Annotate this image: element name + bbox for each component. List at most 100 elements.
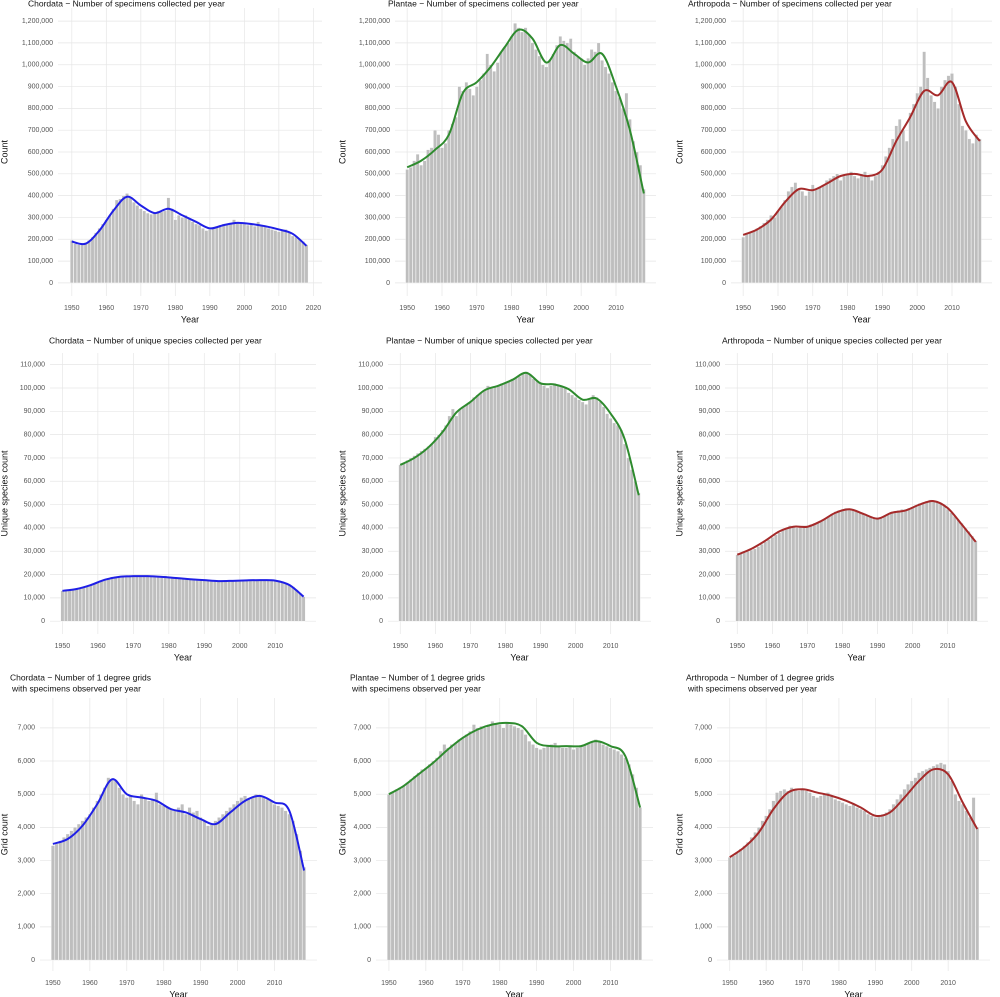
x-tick-label: 1980 xyxy=(161,643,177,650)
bar xyxy=(815,797,819,961)
bar xyxy=(405,782,410,961)
y-tick-label: 400,000 xyxy=(28,192,53,199)
bar xyxy=(283,810,288,961)
bar xyxy=(915,92,919,284)
bar xyxy=(872,518,876,622)
bar xyxy=(589,49,594,284)
bar xyxy=(507,380,511,622)
bar xyxy=(597,740,602,961)
bar xyxy=(777,532,782,622)
y-tick-label: 700,000 xyxy=(28,127,53,134)
bar xyxy=(741,236,745,284)
bar xyxy=(631,140,636,284)
bar xyxy=(605,413,609,622)
x-tick-label: 2010 xyxy=(940,980,956,987)
bar xyxy=(590,740,594,961)
bar xyxy=(956,519,960,622)
bar xyxy=(67,589,72,622)
bar xyxy=(802,525,806,622)
panel: Chordata − Number of specimens collected… xyxy=(0,0,322,324)
y-tick-label: 70,000 xyxy=(362,455,384,462)
bar xyxy=(960,803,965,961)
y-tick-label: 1,200,000 xyxy=(22,18,53,25)
bar xyxy=(542,747,546,961)
bar xyxy=(727,857,732,961)
bar xyxy=(176,807,181,961)
bar xyxy=(216,580,221,622)
bar xyxy=(560,747,565,961)
bar xyxy=(884,812,889,961)
bar xyxy=(833,799,838,961)
bar xyxy=(549,385,553,622)
bar xyxy=(638,164,643,284)
x-tick-label: 1980 xyxy=(498,643,514,650)
bar xyxy=(797,188,801,284)
bar xyxy=(835,173,839,284)
bar xyxy=(811,795,816,961)
bar xyxy=(494,722,498,961)
bar xyxy=(573,397,578,622)
bar xyxy=(829,795,834,961)
bar xyxy=(942,505,946,622)
bar xyxy=(499,51,503,284)
bar xyxy=(626,457,630,622)
bar xyxy=(206,825,210,961)
bar xyxy=(420,769,425,961)
bar xyxy=(135,575,139,622)
panel: Arthropoda − Number of specimens collect… xyxy=(674,0,992,324)
bar xyxy=(486,724,491,961)
y-tick-label: 40,000 xyxy=(24,525,46,532)
bar xyxy=(149,214,153,284)
bar xyxy=(604,745,609,961)
smooth-line xyxy=(388,721,642,808)
bar xyxy=(405,460,410,622)
bar xyxy=(975,827,980,961)
bar xyxy=(76,244,81,284)
bar xyxy=(746,551,750,622)
bar xyxy=(891,138,895,284)
bar xyxy=(586,58,590,284)
bar xyxy=(97,228,102,284)
bar xyxy=(917,772,921,961)
bar xyxy=(527,34,531,284)
x-tick-label: 1950 xyxy=(45,980,61,987)
bar xyxy=(88,813,92,961)
bar xyxy=(598,401,602,622)
bar xyxy=(204,230,209,284)
bar xyxy=(861,513,866,622)
bar xyxy=(154,792,159,961)
bar xyxy=(848,805,852,961)
x-tick-label: 2020 xyxy=(306,305,322,312)
chart-title: with specimens observed per year xyxy=(351,683,481,693)
bar xyxy=(852,175,857,284)
bar xyxy=(847,509,852,622)
bar xyxy=(149,576,153,622)
y-tick-label: 80,000 xyxy=(699,431,721,438)
bar xyxy=(398,787,402,961)
bar xyxy=(132,800,137,961)
bar xyxy=(964,130,968,284)
bar xyxy=(74,588,79,622)
bar xyxy=(856,178,860,284)
bar xyxy=(142,576,146,622)
y-tick-label: 50,000 xyxy=(24,501,46,508)
x-tick-label: 1950 xyxy=(55,643,71,650)
x-tick-label: 1990 xyxy=(870,643,886,650)
bar xyxy=(139,208,143,284)
bar xyxy=(190,221,195,284)
y-tick-label: 900,000 xyxy=(28,83,53,90)
bar xyxy=(619,429,623,622)
bar xyxy=(387,794,391,961)
bar xyxy=(816,521,820,622)
bar xyxy=(615,425,620,622)
bar xyxy=(854,511,859,622)
bar xyxy=(594,397,599,622)
bar xyxy=(638,807,642,961)
bar xyxy=(614,90,618,284)
bar xyxy=(183,215,188,284)
bar xyxy=(788,525,792,622)
bar xyxy=(884,156,888,284)
bar xyxy=(629,469,634,622)
bar xyxy=(902,789,907,961)
bar xyxy=(228,222,233,284)
